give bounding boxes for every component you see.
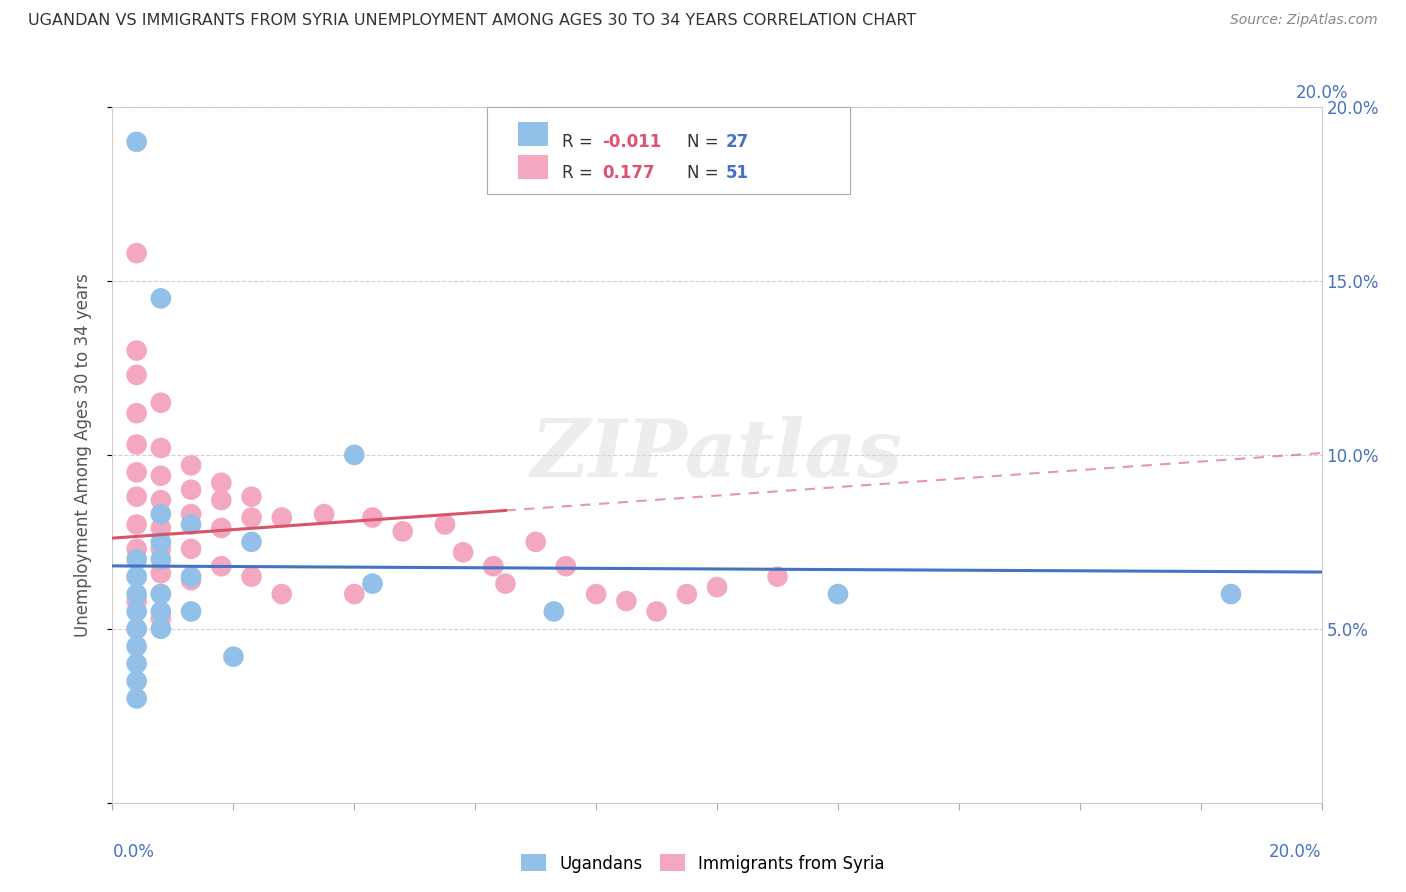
Point (125, 368, 148, 382)
Point (616, 594, 638, 608)
Point (149, 587, 172, 601)
Point (149, 441, 172, 455)
Point (125, 605, 148, 619)
Point (180, 541, 202, 556)
Point (125, 466, 148, 480)
Point (125, 622, 148, 636)
Point (180, 507, 202, 521)
Point (343, 448, 366, 462)
Text: 51: 51 (725, 164, 748, 182)
Point (270, 587, 292, 601)
Point (524, 534, 547, 549)
Text: ZIPatlas: ZIPatlas (531, 417, 903, 493)
FancyBboxPatch shape (488, 107, 851, 194)
Point (125, 674, 148, 689)
Point (125, 552, 148, 566)
Legend: Ugandans, Immigrants from Syria: Ugandans, Immigrants from Syria (515, 847, 891, 880)
Point (125, 594, 148, 608)
Point (180, 605, 202, 619)
Point (125, 570, 148, 584)
Text: R =: R = (562, 133, 593, 151)
Point (125, 587, 148, 601)
Text: -0.011: -0.011 (602, 133, 661, 151)
Point (827, 587, 849, 601)
Point (149, 541, 172, 556)
Point (125, 639, 148, 653)
Point (180, 483, 202, 497)
Point (585, 587, 607, 601)
Point (149, 291, 172, 305)
Point (125, 570, 148, 584)
Text: UGANDAN VS IMMIGRANTS FROM SYRIA UNEMPLOYMENT AMONG AGES 30 TO 34 YEARS CORRELAT: UGANDAN VS IMMIGRANTS FROM SYRIA UNEMPLO… (28, 13, 917, 29)
Point (495, 576, 517, 591)
Point (361, 510, 384, 524)
Point (270, 510, 292, 524)
Point (706, 580, 728, 594)
Bar (517, 155, 548, 179)
Point (149, 566, 172, 581)
Point (240, 510, 263, 524)
Point (125, 691, 148, 706)
Point (766, 570, 789, 584)
Point (149, 552, 172, 566)
Point (209, 475, 232, 490)
Point (125, 490, 148, 504)
Point (149, 507, 172, 521)
Y-axis label: Unemployment Among Ages 30 to 34 years: Unemployment Among Ages 30 to 34 years (73, 273, 91, 637)
Text: Source: ZipAtlas.com: Source: ZipAtlas.com (1230, 13, 1378, 28)
Point (391, 524, 413, 539)
Text: 20.0%: 20.0% (1270, 843, 1322, 861)
Point (149, 611, 172, 625)
Point (149, 534, 172, 549)
Point (180, 517, 202, 532)
Text: R =: R = (562, 164, 593, 182)
Point (209, 493, 232, 508)
Point (125, 541, 148, 556)
Point (149, 587, 172, 601)
Point (343, 587, 366, 601)
Point (125, 246, 148, 260)
Point (209, 521, 232, 535)
Point (554, 559, 576, 574)
Point (645, 605, 668, 619)
Point (543, 605, 565, 619)
Point (451, 545, 474, 559)
Point (361, 576, 384, 591)
Point (240, 534, 263, 549)
Point (149, 396, 172, 410)
Point (240, 570, 263, 584)
Point (125, 517, 148, 532)
Point (482, 559, 505, 574)
Text: 0.0%: 0.0% (112, 843, 155, 861)
Point (149, 605, 172, 619)
Point (149, 468, 172, 483)
Bar (517, 121, 548, 146)
Point (149, 493, 172, 508)
Point (675, 587, 697, 601)
Point (314, 507, 336, 521)
Point (240, 490, 263, 504)
Point (149, 521, 172, 535)
Point (1220, 587, 1243, 601)
Point (125, 657, 148, 671)
Point (222, 649, 245, 664)
Point (209, 559, 232, 574)
Text: N =: N = (686, 164, 718, 182)
Point (180, 570, 202, 584)
Text: 27: 27 (725, 133, 749, 151)
Point (125, 622, 148, 636)
Point (125, 343, 148, 358)
Point (125, 406, 148, 420)
Point (125, 437, 148, 451)
Text: 0.177: 0.177 (602, 164, 655, 182)
Point (180, 458, 202, 473)
Point (180, 573, 202, 587)
Point (149, 622, 172, 636)
Point (125, 135, 148, 149)
Text: N =: N = (686, 133, 718, 151)
Point (433, 517, 456, 532)
